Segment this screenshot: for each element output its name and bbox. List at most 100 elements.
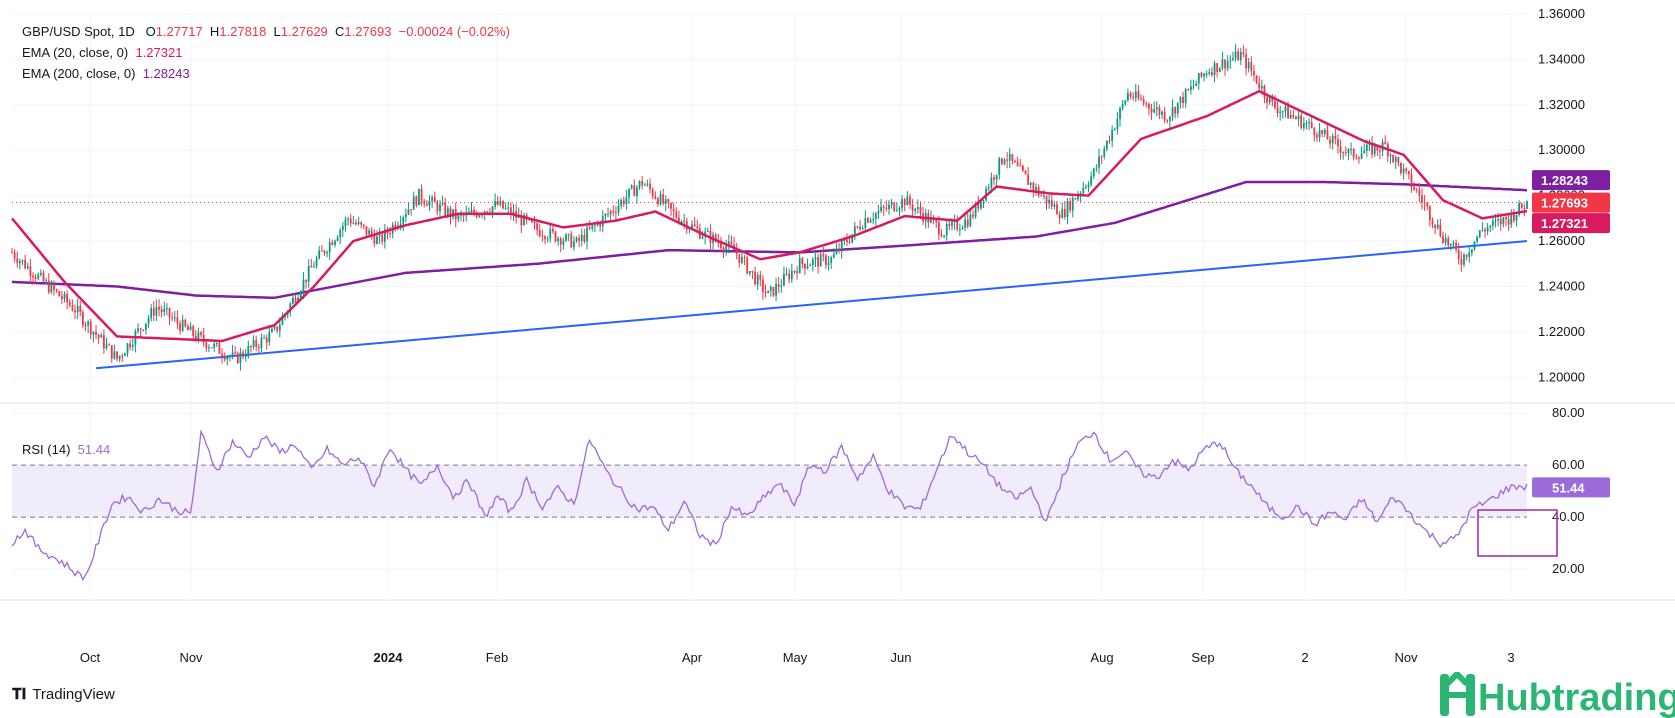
candle-body (628, 188, 630, 198)
candle-body (1063, 208, 1066, 217)
change-value: −0.00024 (−0.02%) (398, 24, 510, 39)
candle-body (1347, 149, 1350, 153)
candle-body (638, 181, 641, 188)
candle-body (307, 266, 310, 282)
candle-body (55, 289, 58, 292)
candle-body (743, 256, 746, 258)
candle-body (32, 275, 34, 278)
candle-body (1334, 135, 1337, 139)
candle-body (412, 196, 415, 210)
candle-body (772, 286, 775, 296)
candle-body (315, 258, 318, 267)
candle-body (995, 175, 998, 180)
candle-body (801, 258, 804, 264)
high-label: H (209, 24, 220, 39)
candle-body (738, 254, 741, 263)
candle-body (796, 270, 798, 274)
candle-body (1447, 238, 1450, 246)
candle-body (121, 355, 124, 357)
candle-body (1176, 102, 1179, 114)
candle-body (1284, 106, 1287, 112)
rsi-tick-label: 40.00 (1552, 509, 1585, 524)
candle-body (491, 206, 494, 213)
candle-body (1342, 152, 1345, 154)
candle-body (1087, 184, 1090, 187)
candle-body (1397, 157, 1400, 163)
candle-body (449, 208, 452, 218)
candle-body (68, 302, 71, 306)
candle-body (1195, 83, 1198, 87)
candle-body (751, 270, 754, 272)
candle-body (478, 214, 481, 217)
tradingview-logo[interactable]: 𝐓𝐈 TradingView (12, 686, 115, 703)
candle-body (583, 234, 586, 242)
candle-body (1428, 206, 1431, 221)
candle-body (336, 237, 339, 241)
candle-body (1297, 115, 1300, 120)
candle-body (1245, 54, 1247, 69)
candle-body (1029, 182, 1032, 185)
candle-body (575, 237, 578, 242)
candle-body (1179, 96, 1182, 103)
candle-body (578, 237, 581, 241)
candle-body (1360, 153, 1363, 159)
candle-body (945, 224, 948, 236)
candle-body (1082, 187, 1085, 194)
candle-body (446, 208, 449, 216)
candle-body (60, 296, 63, 300)
candle-body (255, 340, 258, 347)
candle-body (817, 257, 819, 267)
candle-body (762, 279, 764, 292)
candle-body (137, 328, 139, 332)
candle-body (1260, 85, 1263, 89)
candle-body (893, 202, 896, 211)
candle-body (1318, 130, 1321, 138)
candle-body (341, 225, 344, 231)
candle-body (11, 252, 13, 254)
candle-body (1216, 63, 1219, 72)
ema20-value: 1.27321 (135, 45, 183, 60)
candle-body (318, 250, 321, 259)
candle-body (187, 326, 189, 331)
candle-body (943, 235, 946, 237)
candle-body (869, 220, 872, 223)
candle-body (1247, 62, 1250, 69)
candle-body (1279, 111, 1282, 114)
candle-body (1331, 135, 1334, 144)
symbol-label: GBP/USD Spot, 1D (22, 24, 135, 39)
candle-body (118, 355, 121, 360)
candle-body (541, 236, 544, 238)
candle-body (368, 230, 370, 235)
candle-body (1150, 108, 1153, 113)
candle-body (951, 222, 953, 226)
candle-body (71, 305, 74, 311)
time-tick-label: Nov (179, 650, 203, 665)
candle-body (47, 280, 50, 293)
candle-body (475, 213, 478, 217)
candle-body (1486, 227, 1489, 232)
candle-body (877, 211, 880, 214)
candle-body (352, 222, 355, 224)
candle-body (357, 222, 360, 225)
candle-body (775, 283, 777, 296)
candle-body (263, 337, 265, 339)
candle-body (554, 231, 557, 242)
candle-body (1095, 167, 1098, 169)
candle-body (433, 197, 436, 203)
candle-body (1053, 204, 1056, 207)
candle-body (1515, 214, 1518, 221)
candle-body (1129, 93, 1132, 97)
candle-body (470, 209, 473, 213)
candle-body (1200, 73, 1203, 77)
candle-body (822, 254, 825, 256)
price-tick-label: 1.36000 (1538, 6, 1585, 21)
candle-body (538, 230, 541, 237)
candle-body (145, 323, 147, 330)
time-tick-label: Feb (486, 650, 508, 665)
time-tick-label: Apr (682, 650, 703, 665)
candle-body (462, 214, 465, 216)
candle-body (439, 204, 441, 212)
rsi-highlight-box (1477, 509, 1558, 557)
candle-body (1389, 155, 1392, 157)
